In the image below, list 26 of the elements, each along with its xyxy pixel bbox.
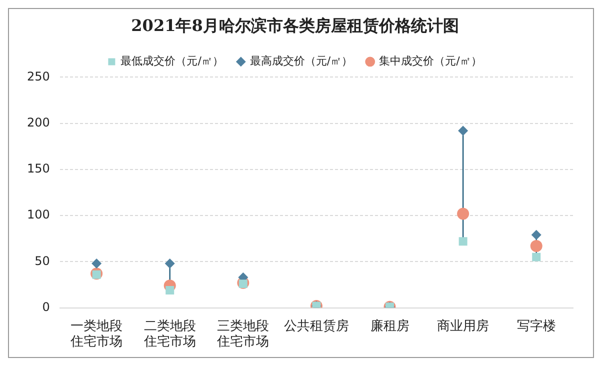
point — [458, 126, 468, 136]
point — [164, 258, 175, 269]
y-tick-label: 100 — [27, 208, 50, 222]
x-tick-label: 一类地段住宅市场 — [70, 318, 123, 350]
point — [92, 258, 102, 269]
y-tick-label: 50 — [34, 254, 50, 268]
x-tick-label: 公共租赁房 — [284, 318, 349, 334]
y-tick-label: 0 — [42, 300, 50, 314]
point — [457, 208, 470, 220]
y-tick-label: 250 — [27, 69, 50, 84]
legend-label: 最高成交价（元/㎡） — [250, 54, 353, 68]
legend-label: 最低成交价（元/㎡） — [120, 54, 224, 68]
x-tick-label: 二类地段住宅市场 — [142, 318, 196, 350]
point — [532, 252, 541, 262]
x-tick-label: 商业用房 — [437, 318, 490, 334]
y-tick-label: 200 — [27, 115, 50, 130]
point — [166, 286, 174, 295]
point — [530, 240, 542, 252]
point — [458, 237, 468, 246]
chart-title: 2021年8月哈尔滨市各类房屋租赁价格统计图 — [131, 16, 459, 35]
y-tick-label: 150 — [27, 162, 50, 176]
x-tick-label: 写字楼 — [516, 318, 556, 334]
x-tick-label: 三类地段住宅市场 — [216, 318, 270, 350]
legend-label: 集中成交价（元/㎡） — [379, 54, 482, 68]
x-tick-label: 廉租房 — [370, 318, 410, 334]
point — [531, 230, 542, 240]
